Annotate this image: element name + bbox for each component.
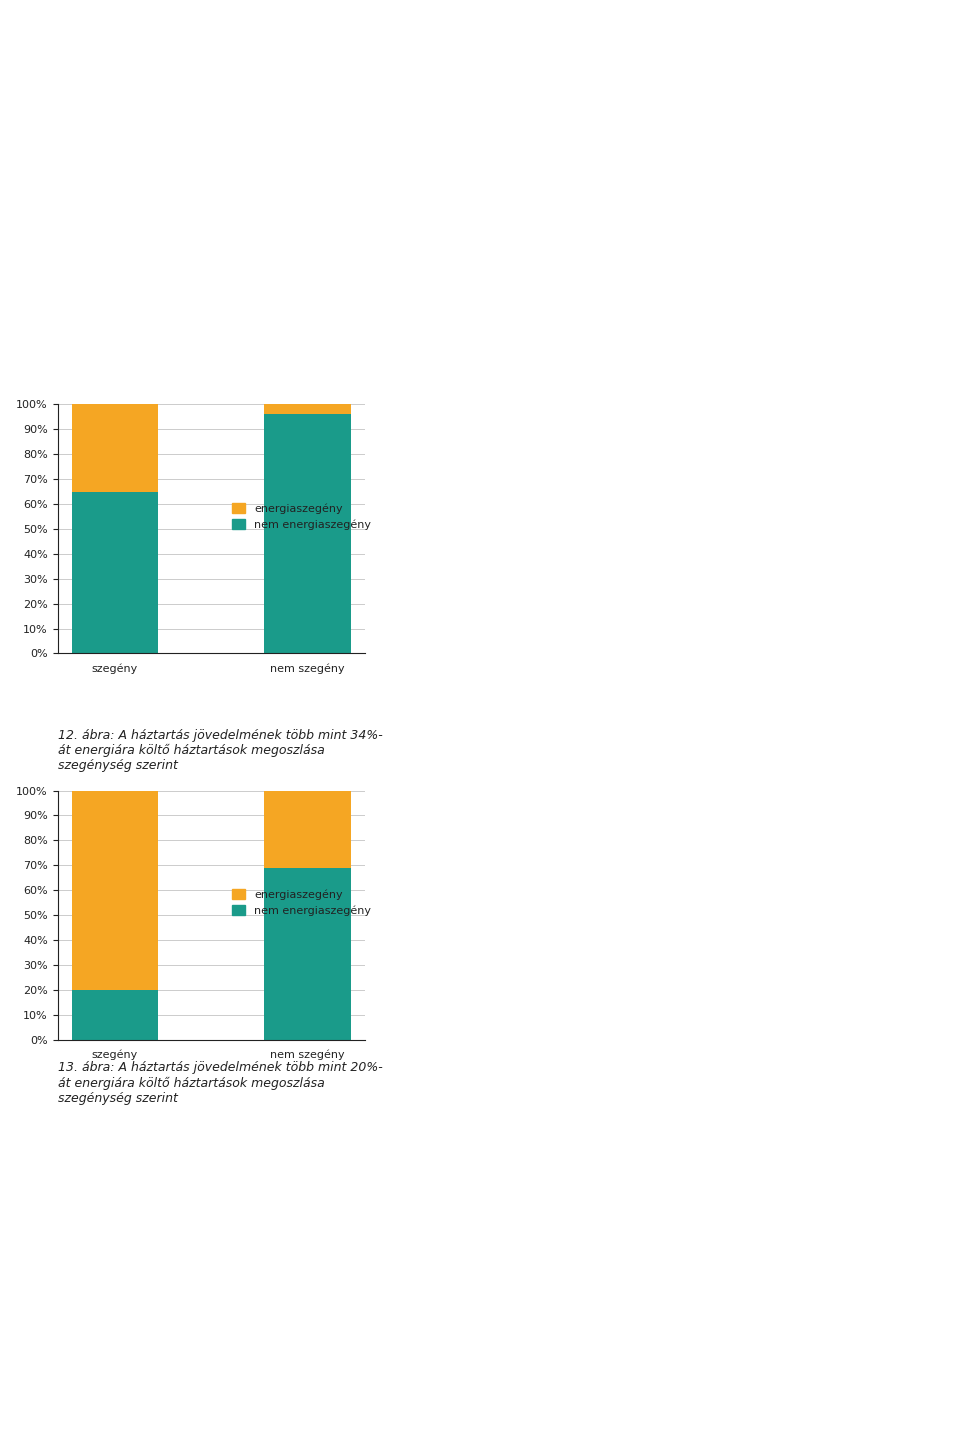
Bar <box>264 790 350 868</box>
Legend: energiaszegény, nem energiaszegény: energiaszegény, nem energiaszegény <box>232 503 372 530</box>
Bar <box>264 404 350 414</box>
Bar <box>72 491 158 654</box>
Bar <box>264 868 350 1040</box>
Text: 12. ábra: A háztartás jövedelmének több mint 34%-
át energiára költő háztartások: 12. ábra: A háztartás jövedelmének több … <box>58 729 382 773</box>
Bar <box>72 989 158 1040</box>
Legend: energiaszegény, nem energiaszegény: energiaszegény, nem energiaszegény <box>232 890 372 915</box>
Bar <box>72 790 158 989</box>
Bar <box>72 404 158 491</box>
Bar <box>264 414 350 654</box>
Text: 13. ábra: A háztartás jövedelmének több mint 20%-
át energiára költő háztartások: 13. ábra: A háztartás jövedelmének több … <box>58 1061 382 1105</box>
